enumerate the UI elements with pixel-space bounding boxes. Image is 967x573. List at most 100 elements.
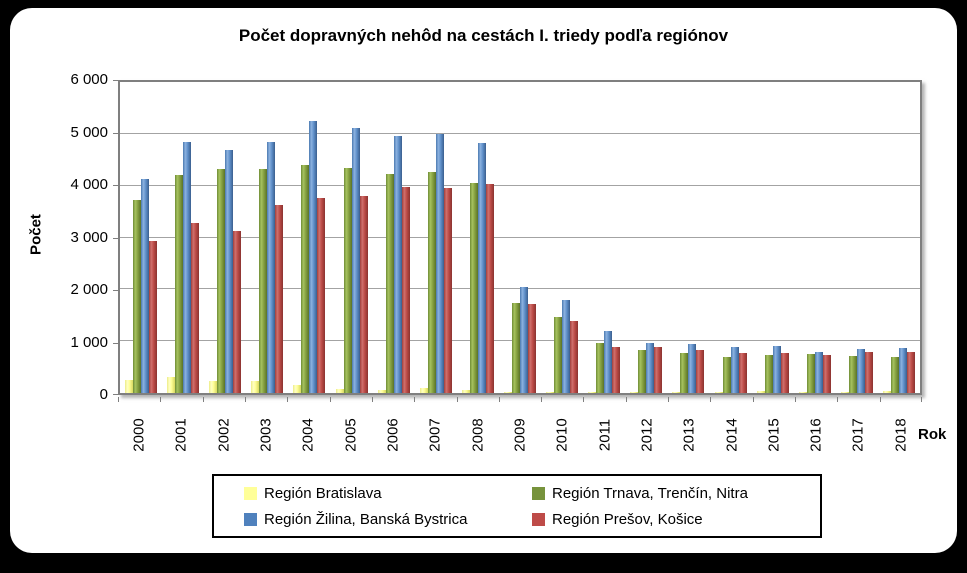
gridline [120, 288, 920, 290]
bar-2002-series2 [225, 150, 234, 393]
y-tick-label: 5 000 [70, 123, 108, 141]
y-tick-mark [113, 342, 118, 344]
x-tick-label: 2013 [680, 418, 698, 452]
bar-2004-series1 [301, 164, 310, 393]
x-tick-label: 2008 [469, 418, 487, 452]
bar-2002-series3 [233, 230, 242, 393]
bar-2008-series3 [485, 184, 494, 393]
y-tick-label: 2 000 [70, 281, 108, 298]
bar-2014-series3 [738, 353, 747, 393]
x-tick-mark [583, 397, 585, 402]
x-tick-label: 2010 [553, 418, 571, 452]
bar-2004-series0 [293, 384, 302, 393]
x-tick-mark [752, 397, 754, 402]
bar-2017-series2 [856, 348, 865, 393]
x-tick-mark [160, 397, 162, 402]
bar-cluster-2007 [415, 82, 457, 393]
bar-2003-series1 [259, 168, 268, 393]
x-tick-mark [879, 397, 881, 402]
y-tick-mark [113, 237, 118, 239]
bar-2015-series2 [772, 345, 781, 393]
bar-2002-series1 [217, 169, 226, 393]
x-tick-label-cell: 2012 [626, 404, 668, 466]
bar-2013-series1 [680, 352, 689, 393]
x-tick-label: 2003 [257, 418, 275, 452]
bar-2010-series1 [554, 317, 563, 393]
bar-2016-series0 [798, 391, 807, 393]
legend-item: Región Trnava, Trenčín, Nitra [532, 485, 820, 502]
gridline [120, 132, 920, 134]
bar-cluster-2013 [667, 82, 709, 393]
legend-label: Región Trnava, Trenčín, Nitra [552, 484, 748, 502]
bar-2015-series1 [764, 354, 773, 393]
bar-2005-series3 [359, 195, 368, 393]
bar-2007-series0 [419, 388, 428, 393]
x-tick-label-cell: 2005 [330, 404, 372, 466]
bar-cluster-2006 [373, 82, 415, 393]
x-tick-label: 2018 [892, 418, 910, 452]
bar-2008-series0 [461, 389, 470, 393]
bar-cluster-2010 [541, 82, 583, 393]
y-tick-mark [113, 132, 118, 134]
bar-cluster-2009 [499, 82, 541, 393]
y-axis-tick-marks [113, 80, 118, 395]
bar-2013-series3 [696, 349, 705, 393]
x-axis-tick-marks [118, 397, 922, 403]
bar-2017-series3 [864, 352, 873, 393]
bar-cluster-2005 [331, 82, 373, 393]
x-tick-mark [837, 397, 839, 402]
bar-2006-series0 [377, 390, 386, 393]
bar-2016-series3 [822, 354, 831, 393]
bar-2007-series3 [443, 187, 452, 393]
x-tick-label-cell: 2008 [457, 404, 499, 466]
x-tick-label: 2016 [807, 418, 825, 452]
bar-2013-series0 [672, 391, 681, 393]
bar-2006-series3 [401, 187, 410, 393]
x-tick-mark [498, 397, 500, 402]
x-tick-mark [118, 397, 119, 402]
x-tick-label-cell: 2015 [753, 404, 795, 466]
x-tick-label-cell: 2017 [837, 404, 879, 466]
x-tick-label: 2017 [849, 418, 867, 452]
legend-swatch-presov-icon [532, 512, 545, 526]
bar-2004-series2 [309, 120, 318, 393]
bar-2010-series3 [570, 320, 579, 393]
legend-item: Región Bratislava [244, 485, 532, 502]
x-tick-label: 2006 [384, 418, 402, 452]
x-tick-label: 2015 [765, 418, 783, 452]
bar-2012-series0 [630, 391, 639, 393]
bar-2001-series3 [191, 223, 200, 393]
bar-2007-series2 [435, 133, 444, 393]
x-tick-mark [541, 397, 543, 402]
x-tick-label-cell: 2018 [880, 404, 922, 466]
bar-cluster-2001 [162, 82, 204, 393]
y-tick-mark [113, 185, 118, 186]
bar-2003-series3 [275, 205, 284, 393]
y-tick-label: 4 000 [70, 176, 108, 193]
x-tick-mark [371, 397, 373, 402]
bar-2018-series2 [899, 347, 908, 393]
x-tick-label: 2002 [215, 418, 233, 452]
bar-2010-series0 [546, 391, 555, 393]
bar-cluster-2008 [457, 82, 499, 393]
x-tick-mark [710, 397, 712, 402]
bar-2005-series1 [343, 167, 352, 393]
x-tick-label-cell: 2006 [372, 404, 414, 466]
legend-swatch-zilina-icon [244, 512, 257, 526]
bar-2012-series1 [638, 349, 647, 393]
x-tick-label-cell: 2011 [583, 404, 625, 466]
bar-2009-series0 [504, 391, 513, 393]
x-axis-title: Rok [918, 426, 947, 443]
bar-2018-series1 [891, 356, 900, 393]
bar-2018-series0 [883, 390, 892, 393]
y-tick-mark [113, 394, 118, 395]
bar-2014-series2 [730, 346, 739, 393]
x-tick-label-cell: 2001 [160, 404, 202, 466]
y-tick-label: 6 000 [70, 71, 108, 88]
legend: Región Bratislava Región Trnava, Trenčín… [212, 474, 822, 538]
bar-2000-series3 [149, 241, 158, 393]
chart-panel: Počet dopravných nehôd na cestách I. tri… [10, 8, 957, 553]
x-tick-label: 2005 [342, 418, 360, 452]
bar-2007-series1 [427, 171, 436, 393]
x-tick-label: 2012 [638, 418, 656, 452]
